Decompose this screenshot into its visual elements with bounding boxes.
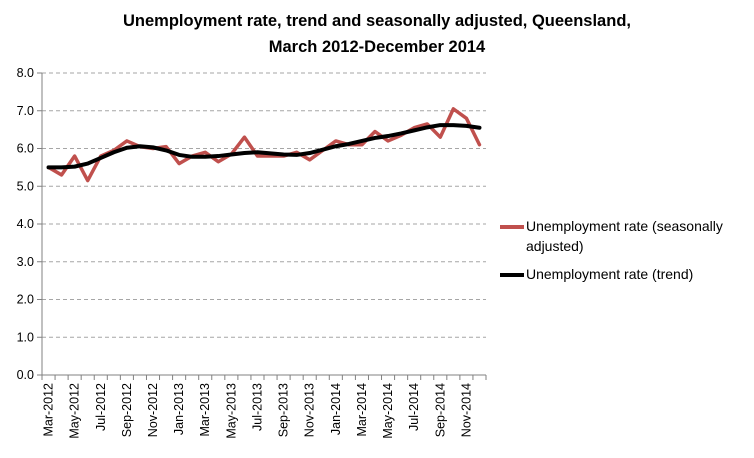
legend-swatch-seasonally-adjusted [500,225,524,229]
legend-swatch-trend [500,273,524,277]
y-tick-label-7: 7.0 [17,104,34,118]
series-line-trend [46,123,482,170]
x-tick-label-7: May-2013 [224,383,238,439]
x-tick-label-5: Jan-2013 [172,383,186,435]
x-tick-label-2: Jul-2012 [94,383,108,431]
x-tick-label-6: Mar-2013 [198,383,212,437]
y-tick-label-4: 4.0 [17,217,34,231]
chart-title-line2: March 2012-December 2014 [268,38,486,56]
y-tick-label-0: 0.0 [17,368,34,382]
y-tick-label-8: 8.0 [17,66,34,80]
x-tick-label-0: Mar-2012 [42,383,56,437]
legend-label-seasonally-adjusted: Unemployment rate (seasonally adjusted) [526,218,723,254]
y-tick-label-6: 6.0 [17,142,34,156]
x-tick-label-9: Sep-2013 [277,383,291,437]
x-tick-label-12: Mar-2014 [355,383,369,437]
x-tick-label-13: May-2014 [381,383,395,439]
x-tick-label-8: Jul-2013 [250,383,264,431]
legend-item-trend: Unemployment rate (trend) [500,264,750,284]
x-tick-label-14: Jul-2014 [407,383,421,431]
legend-label-trend: Unemployment rate (trend) [526,266,694,282]
series-line-seasonally-adjusted [46,107,482,183]
chart-title-line1: Unemployment rate, trend and seasonally … [123,12,631,30]
y-tick-label-5: 5.0 [17,179,34,193]
legend-item-seasonally-adjusted: Unemployment rate (seasonally adjusted) [500,216,750,256]
x-tick-label-3: Sep-2012 [120,383,134,437]
legend: Unemployment rate (seasonally adjusted) … [500,216,750,292]
x-tick-label-10: Nov-2013 [303,383,317,437]
x-tick-label-16: Nov-2014 [459,383,473,437]
y-tick-label-3: 3.0 [17,255,34,269]
x-tick-label-1: May-2012 [68,383,82,439]
x-tick-label-11: Jan-2014 [329,383,343,435]
x-tick-label-4: Nov-2012 [146,383,160,437]
y-tick-label-2: 2.0 [17,293,34,307]
x-tick-label-15: Sep-2014 [433,383,447,437]
y-tick-label-1: 1.0 [17,330,34,344]
